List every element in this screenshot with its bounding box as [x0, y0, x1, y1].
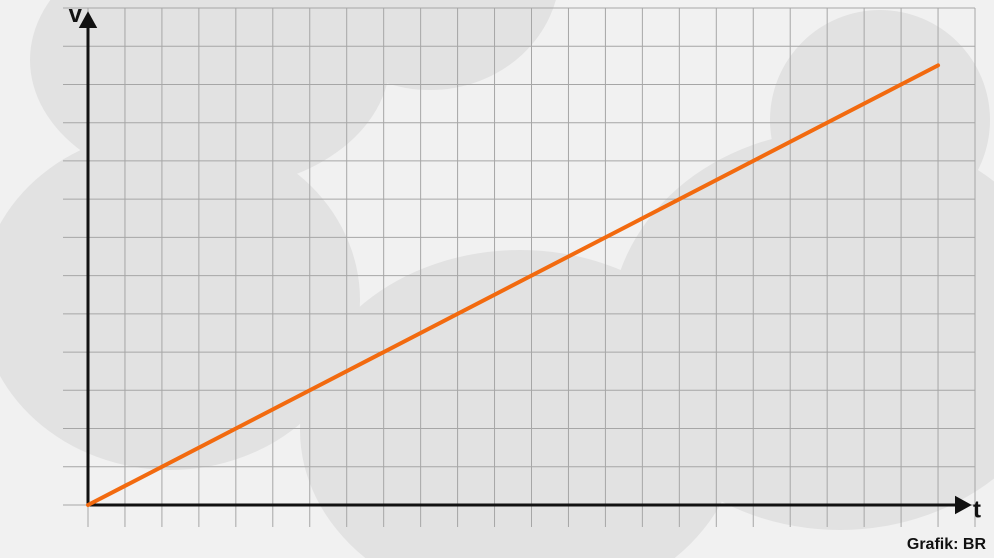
y-axis-label: v [69, 1, 83, 28]
x-axis-label: t [973, 496, 981, 523]
series-velocity [88, 65, 938, 505]
figure-canvas: vt Grafik: BR [0, 0, 994, 558]
x-axis-arrow [955, 496, 972, 514]
graphic-credit: Grafik: BR [907, 536, 986, 554]
vt-chart: vt [0, 0, 994, 558]
